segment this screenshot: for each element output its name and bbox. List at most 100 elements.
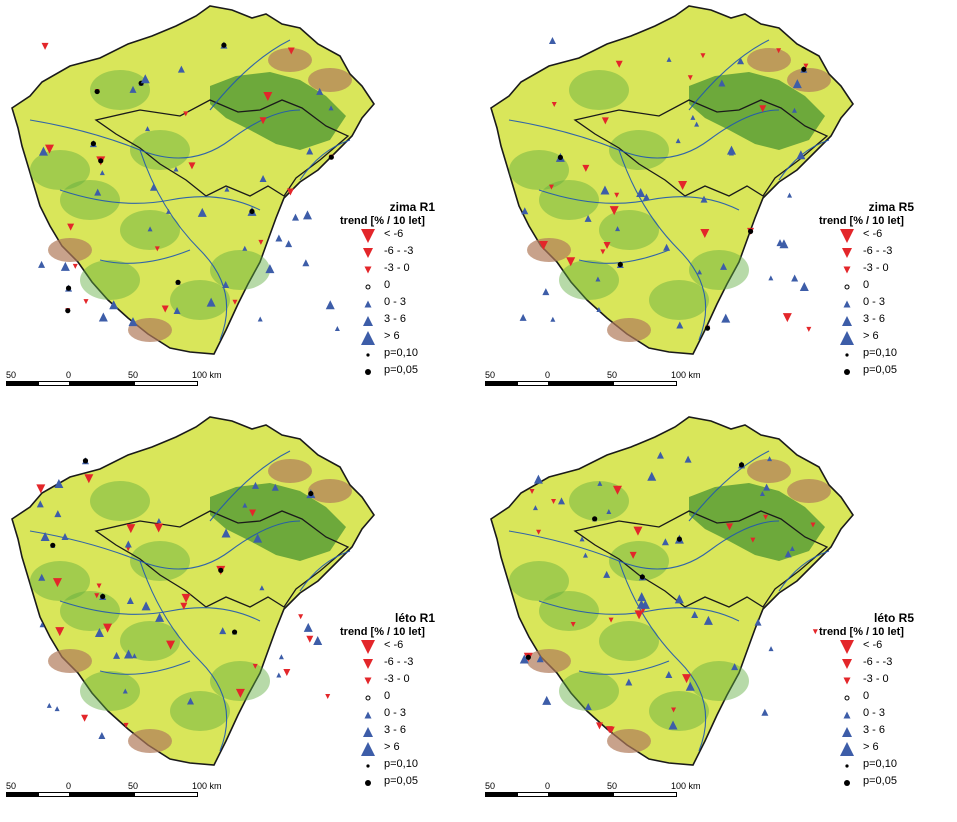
river <box>688 450 770 522</box>
station-decrease <box>750 537 756 543</box>
legend-symbol <box>361 331 375 345</box>
station-increase <box>140 74 150 84</box>
station-increase <box>328 105 334 111</box>
scale-segment <box>549 792 613 797</box>
river <box>578 660 670 675</box>
increase-symbol <box>843 711 851 719</box>
relief-area <box>90 481 150 521</box>
river <box>59 189 261 211</box>
station-increase <box>600 185 610 195</box>
station-increase <box>784 550 792 558</box>
station-increase <box>98 732 106 740</box>
station-increase <box>558 497 566 505</box>
station-decrease <box>84 474 94 484</box>
scale-segment <box>6 381 38 386</box>
station-increase <box>615 226 621 232</box>
legend-label: p=0,05 <box>384 364 418 376</box>
legend-label: -6 - -3 <box>863 656 893 668</box>
significance-dot <box>65 308 71 314</box>
station-increase <box>647 471 657 481</box>
relief-area <box>539 591 599 631</box>
map-panel-zima-r5: zima R5 trend [% / 10 let] < -6 -6 - -3 -3… <box>479 0 957 411</box>
station-decrease <box>249 509 257 517</box>
legend-row: 3 - 6 <box>819 312 949 329</box>
significance-dot <box>98 158 104 164</box>
station-increase <box>550 316 556 322</box>
relief-area <box>649 280 709 320</box>
station-decrease <box>763 514 769 520</box>
station-increase <box>675 138 681 144</box>
station-increase <box>46 702 52 708</box>
station-decrease <box>566 257 576 267</box>
mountain-area <box>747 459 791 483</box>
decrease-symbol <box>363 659 373 669</box>
river <box>29 520 301 570</box>
station-decrease <box>259 117 267 125</box>
station-increase <box>94 188 102 196</box>
scale-segment <box>485 381 517 386</box>
significance-dot <box>747 228 754 234</box>
station-decrease <box>538 240 548 250</box>
station-increase <box>303 210 312 220</box>
scale-label: 0 <box>545 781 551 791</box>
decrease-symbol <box>843 677 851 685</box>
zero-marker <box>365 695 371 701</box>
station-increase <box>690 114 696 120</box>
legend-row: p=0,05 <box>340 774 470 791</box>
legend-symbol <box>842 659 852 669</box>
significance-dot <box>94 88 100 95</box>
station-increase <box>542 695 552 705</box>
legend-label: 3 - 6 <box>863 724 886 736</box>
station-increase <box>791 107 797 113</box>
relief-area <box>609 130 669 170</box>
station-increase <box>313 636 323 646</box>
scale-label: 50 <box>607 781 618 791</box>
panel-title: zima R1 <box>389 200 435 214</box>
scale-segment <box>517 792 549 797</box>
legend-symbol <box>364 300 372 308</box>
station-increase <box>754 618 762 626</box>
relief-area <box>559 671 619 711</box>
relief-area <box>649 691 709 731</box>
significance-dot <box>639 574 645 580</box>
legend-row: 0 <box>340 689 470 706</box>
scale-segment <box>517 381 549 386</box>
significance-dot <box>676 536 683 542</box>
station-increase <box>596 307 602 313</box>
increase-symbol <box>842 727 852 737</box>
scale-bar: 50 0 50 100 km <box>485 370 715 390</box>
legend-symbol <box>840 229 854 243</box>
station-increase <box>36 500 44 508</box>
mountain-area <box>48 238 92 262</box>
mountain-area <box>787 479 831 503</box>
legend-symbol <box>365 284 371 290</box>
legend-rows: < -6 -6 - -3 -3 - 0 0 0 - 3 3 - 6 > 6 p=0,10 p=0… <box>340 638 470 791</box>
station-increase <box>285 240 293 248</box>
increase-symbol <box>843 300 851 308</box>
legend-label: -6 - -3 <box>384 656 414 668</box>
zero-marker <box>844 284 850 290</box>
river <box>299 550 351 592</box>
legend-label: > 6 <box>384 741 400 753</box>
significance-dot <box>82 458 89 464</box>
station-increase <box>519 654 529 664</box>
legend-label: p=0,10 <box>863 758 897 770</box>
scale-label: 50 <box>128 370 139 380</box>
station-decrease <box>325 693 331 699</box>
station-decrease <box>678 181 688 191</box>
legend-row: -6 - -3 <box>819 655 949 672</box>
scale-segment <box>613 792 677 797</box>
significance-dot <box>218 567 224 573</box>
legend-row: 3 - 6 <box>340 312 470 329</box>
relief-area <box>509 561 569 601</box>
significance-dot <box>249 208 255 215</box>
significance-dot <box>100 593 106 600</box>
station-increase <box>156 518 162 524</box>
station-increase <box>221 528 231 538</box>
legend-symbol <box>364 711 372 719</box>
legend-label: -3 - 0 <box>863 673 889 685</box>
relief-area <box>689 250 749 290</box>
legend-label: -3 - 0 <box>863 262 889 274</box>
station-decrease <box>181 593 191 603</box>
river <box>778 550 830 592</box>
